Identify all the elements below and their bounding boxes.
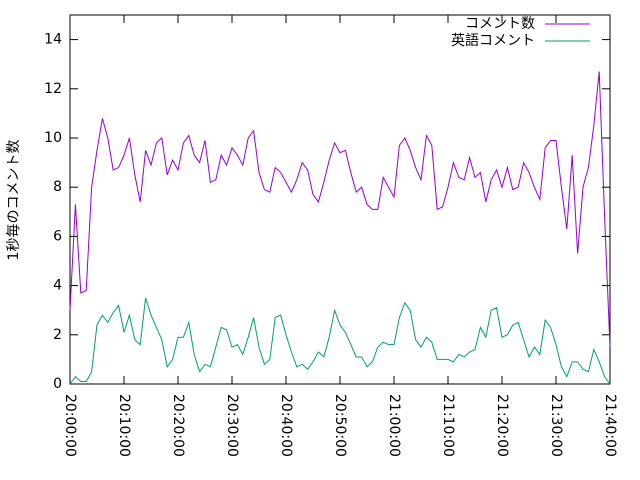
x-tick-label: 20:20:00: [170, 394, 186, 457]
x-tick-label: 21:30:00: [548, 394, 564, 457]
y-tick-label: 2: [53, 327, 62, 343]
x-tick-label: 21:40:00: [602, 394, 618, 457]
x-tick-label: 20:40:00: [278, 394, 294, 457]
x-tick-label: 20:10:00: [116, 394, 132, 457]
y-axis-label: 1秒毎のコメント数: [6, 140, 22, 261]
x-tick-label: 21:10:00: [440, 394, 456, 457]
y-tick-label: 10: [44, 130, 62, 146]
x-tick-label: 21:00:00: [386, 394, 402, 457]
x-tick-label: 20:00:00: [62, 394, 78, 457]
y-tick-label: 0: [53, 376, 62, 392]
plot-frame: [69, 14, 611, 385]
y-tick-label: 4: [53, 278, 62, 294]
y-tick-label: 8: [53, 179, 62, 195]
x-tick-label: 20:50:00: [332, 394, 348, 457]
legend-label: コメント数: [465, 16, 535, 32]
y-tick-label: 6: [53, 228, 62, 244]
data-line: [69, 71, 611, 348]
legend-label: 英語コメント: [451, 32, 535, 49]
y-tick-label: 12: [44, 81, 62, 97]
x-tick-label: 20:30:00: [224, 394, 240, 457]
y-tick-label: 14: [44, 32, 62, 48]
data-line: [69, 297, 611, 385]
x-tick-label: 21:20:00: [494, 394, 510, 457]
